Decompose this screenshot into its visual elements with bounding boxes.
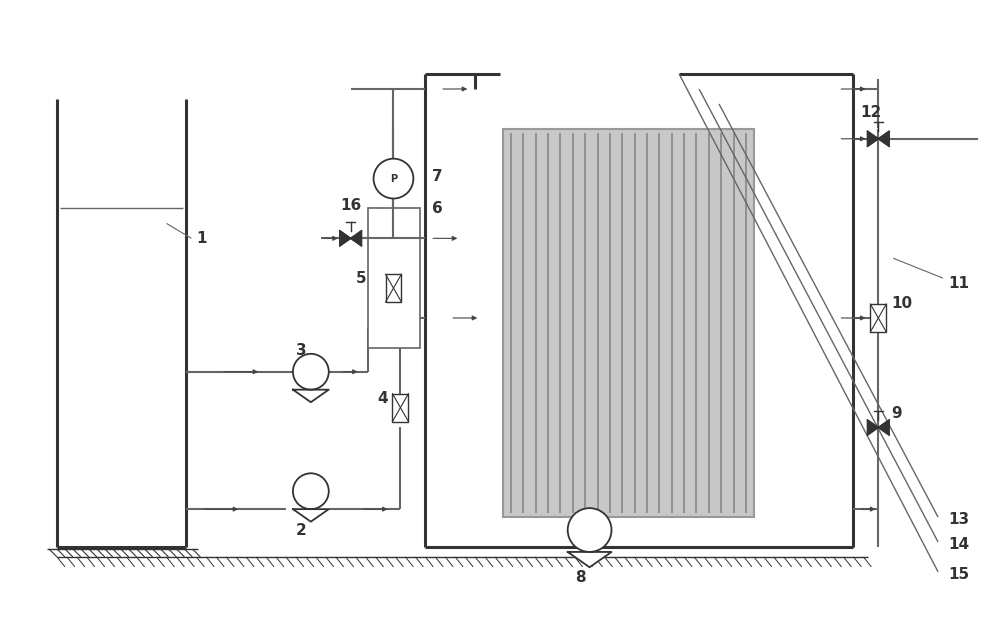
- Text: 2: 2: [296, 523, 307, 538]
- Polygon shape: [568, 552, 612, 567]
- Polygon shape: [867, 420, 878, 435]
- Text: 14: 14: [948, 537, 969, 552]
- Text: 4: 4: [378, 391, 388, 406]
- Text: 8: 8: [575, 570, 585, 585]
- Text: 13: 13: [948, 512, 969, 527]
- Bar: [392, 394, 408, 421]
- Text: 12: 12: [860, 105, 882, 120]
- Bar: [870, 304, 886, 332]
- Polygon shape: [340, 230, 351, 246]
- Text: 9: 9: [891, 406, 902, 421]
- Text: 1: 1: [196, 231, 207, 246]
- Bar: [368, 208, 420, 348]
- Polygon shape: [351, 230, 362, 246]
- Text: 16: 16: [341, 198, 362, 214]
- Circle shape: [568, 508, 612, 552]
- Bar: [503, 129, 754, 517]
- Circle shape: [374, 159, 413, 198]
- Text: 3: 3: [296, 343, 307, 358]
- Text: 15: 15: [948, 567, 969, 582]
- Text: P: P: [390, 173, 397, 183]
- Circle shape: [293, 354, 329, 389]
- Text: 5: 5: [356, 271, 366, 286]
- Polygon shape: [293, 389, 329, 402]
- Polygon shape: [867, 131, 878, 146]
- Text: 11: 11: [948, 276, 969, 291]
- Text: 10: 10: [891, 296, 912, 311]
- Polygon shape: [878, 420, 889, 435]
- Bar: [386, 274, 401, 302]
- Polygon shape: [293, 509, 329, 522]
- Text: 7: 7: [432, 168, 443, 183]
- Circle shape: [293, 474, 329, 509]
- Text: 6: 6: [432, 202, 443, 217]
- Polygon shape: [878, 131, 889, 146]
